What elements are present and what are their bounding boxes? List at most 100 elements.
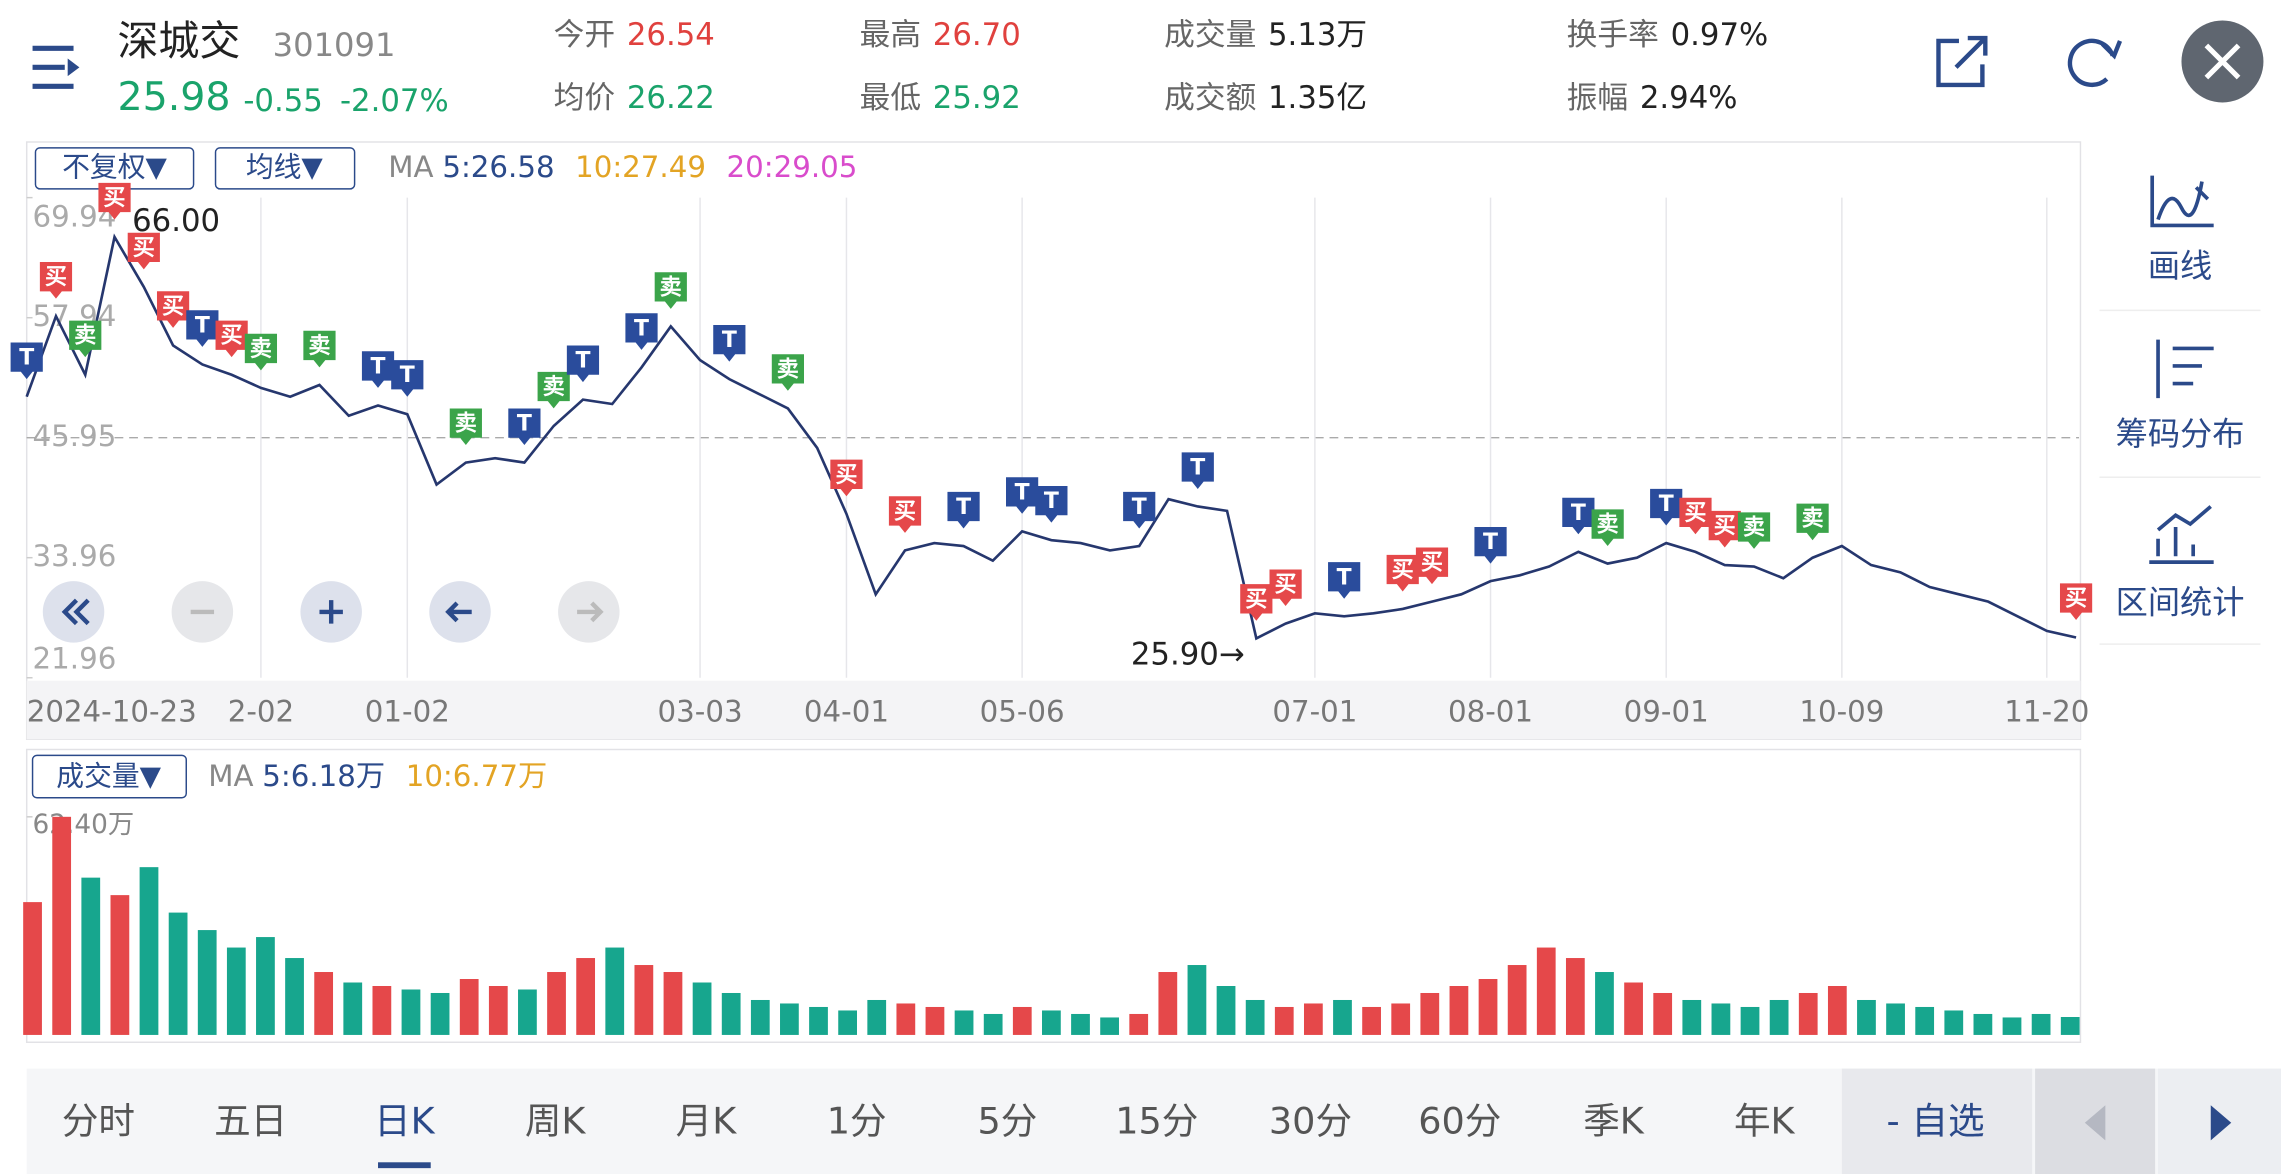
signal-label: 买 (835, 463, 857, 488)
volume-bar (1886, 1003, 1905, 1035)
tab-label[interactable]: 周K (525, 1099, 587, 1142)
close-button[interactable] (2181, 20, 2264, 103)
signal-marker (1650, 488, 1683, 526)
volume-bar (1158, 972, 1178, 1035)
volume-bar (925, 1006, 945, 1035)
y-tick-label: 45.95 (33, 419, 117, 453)
signal-label: T (1044, 489, 1059, 514)
volume-bar (52, 816, 72, 1035)
stat-value: 26.22 (627, 80, 715, 116)
signal-marker (713, 324, 746, 362)
signal-label: 卖 (1743, 514, 1765, 540)
volume-dropdown[interactable] (31, 754, 187, 799)
signal-label: 卖 (660, 274, 682, 300)
volume-bar (1478, 979, 1498, 1035)
volume-bar (1624, 982, 1643, 1035)
signal-label: 买 (45, 265, 67, 290)
tab-label[interactable]: 5分 (978, 1099, 1038, 1142)
signal-label: T (1015, 480, 1030, 505)
nav-zoom-in[interactable] (300, 581, 362, 643)
x-tick-label: 2-02 (228, 694, 294, 728)
signal-label: 买 (1275, 573, 1297, 598)
annotation: 66.00 (132, 203, 220, 239)
signal-marker (1679, 497, 1712, 535)
volume-bar (139, 867, 159, 1035)
date-strip (26, 680, 2081, 740)
volume-bar (1944, 1010, 1964, 1035)
nav-left[interactable] (429, 581, 491, 643)
stat-label: 振幅 (1567, 80, 1628, 116)
tab-label[interactable]: 五日 (214, 1099, 287, 1142)
volume-bar (23, 902, 42, 1035)
ma-dropdown[interactable] (214, 147, 356, 190)
nav-buttons (42, 581, 620, 643)
signal-label: T (634, 316, 649, 341)
ma-label: 20:29.05 (726, 150, 857, 184)
volume-bar (1798, 992, 1818, 1035)
tab-label[interactable]: 1分 (827, 1099, 887, 1142)
signal-label: T (1337, 565, 1352, 590)
stat-label: 成交额 (1164, 80, 1256, 116)
volume-bar (867, 999, 887, 1035)
signal-label: 卖 (250, 336, 272, 362)
stat-value: 25.92 (933, 80, 1021, 116)
signal-marker (830, 459, 863, 497)
signal-marker (186, 310, 219, 347)
signal-label: T (1132, 495, 1147, 520)
tab-label[interactable]: 月K (676, 1099, 738, 1142)
tab-label[interactable]: 60分 (1418, 1099, 1501, 1142)
tab-label[interactable]: 分时 (62, 1099, 135, 1142)
y-tick-label: 62.40万 (33, 810, 135, 840)
tab-label[interactable]: 年K (1734, 1099, 1796, 1142)
tab-label[interactable]: 日K (374, 1099, 436, 1142)
y-tick-label: 33.96 (33, 539, 117, 573)
nav-rewind[interactable] (42, 581, 105, 643)
volume-menu-label: 成交量▼ (56, 759, 161, 792)
signal-label: T (1483, 530, 1498, 555)
signal-marker (156, 291, 190, 328)
signal-marker (1328, 562, 1361, 599)
volume-bar (314, 972, 334, 1035)
ma-label: MA (388, 150, 433, 184)
volume-bar (1827, 985, 1847, 1035)
volume-bar (634, 965, 654, 1035)
ma-label: 5:6.18万 (262, 759, 385, 793)
signal-marker (1035, 485, 1068, 523)
tab-prev-arrow (2084, 1105, 2106, 1141)
volume-bar (1420, 992, 1440, 1035)
volume-panel (25, 748, 2082, 1043)
x-tick-label: 08-01 (1448, 694, 1533, 728)
signal-marker (215, 320, 248, 358)
x-tick-label: 11-20 (2004, 694, 2089, 728)
volume-bar (605, 947, 625, 1035)
signal-marker (625, 313, 658, 350)
signal-marker (771, 354, 804, 391)
volume-bar (81, 877, 101, 1035)
nav-zoom-out[interactable] (171, 581, 234, 643)
volume-bar (1711, 1003, 1731, 1035)
signal-label: 买 (1421, 551, 1443, 576)
signal-label: 买 (1245, 587, 1267, 612)
stat-label: 成交量 (1164, 17, 1256, 53)
menu-icon[interactable] (32, 45, 80, 89)
stat-label: 均价 (554, 80, 615, 116)
tab-label[interactable]: 15分 (1115, 1099, 1198, 1142)
signal-marker (1796, 503, 1829, 541)
signal-label: 买 (133, 236, 155, 261)
share-button[interactable] (1936, 35, 1988, 88)
stock-code: 301091 (273, 26, 396, 64)
tab-label[interactable]: 季K (1583, 1099, 1645, 1142)
stat-value: 0.97% (1671, 17, 1769, 53)
volume-bar (1769, 999, 1789, 1035)
signal-marker (39, 262, 73, 299)
signal-label: 买 (894, 499, 916, 524)
volume-bar (1187, 965, 1207, 1035)
ma-label: 10:27.49 (575, 150, 706, 184)
tab-label[interactable]: 30分 (1269, 1099, 1352, 1142)
volume-bar (983, 1013, 1003, 1035)
watchlist-tab[interactable] (1841, 1068, 2033, 1174)
refresh-button[interactable] (2067, 38, 2123, 88)
signal-marker (1123, 491, 1156, 529)
signal-label: 买 (1392, 558, 1414, 583)
nav-right[interactable] (558, 581, 620, 643)
